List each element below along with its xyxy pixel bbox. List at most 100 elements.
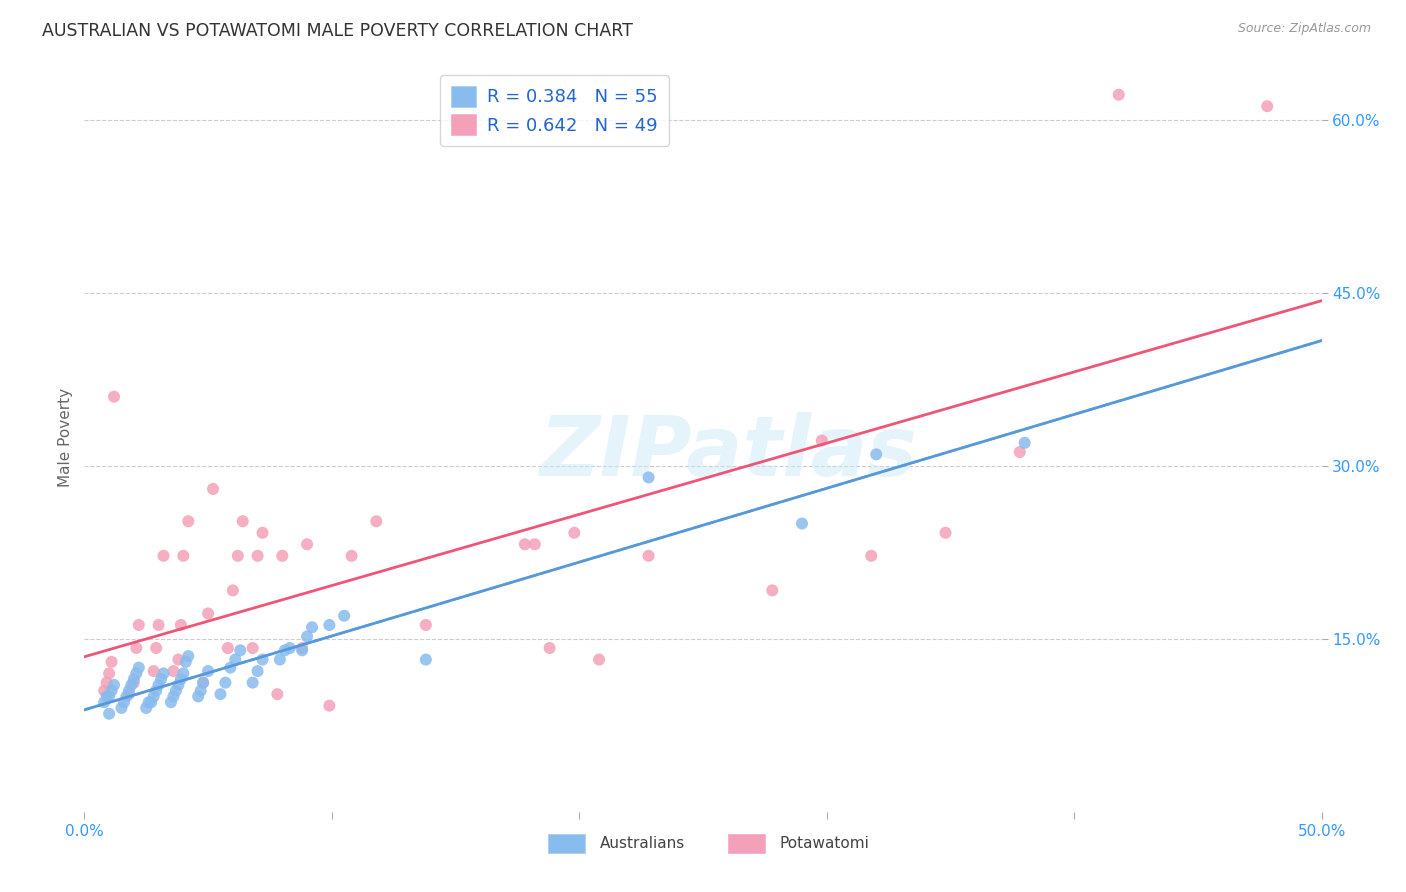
Point	[122, 672, 145, 686]
Point	[538, 640, 561, 655]
Point	[340, 549, 363, 563]
Point	[150, 672, 173, 686]
Point	[118, 687, 141, 701]
Point	[637, 549, 659, 563]
Point	[224, 652, 246, 666]
Legend: R = 0.384   N = 55, R = 0.642   N = 49: R = 0.384 N = 55, R = 0.642 N = 49	[440, 75, 669, 145]
FancyBboxPatch shape	[728, 834, 765, 853]
Point	[291, 643, 314, 657]
Point	[318, 698, 340, 713]
Point	[202, 482, 225, 496]
Point	[93, 683, 115, 698]
Point	[148, 678, 170, 692]
Point	[562, 525, 585, 540]
Text: ZIPatlas: ZIPatlas	[538, 411, 917, 492]
Point	[209, 687, 232, 701]
Point	[170, 618, 193, 632]
Y-axis label: Male Poverty: Male Poverty	[58, 387, 73, 487]
Point	[366, 514, 388, 528]
Point	[148, 618, 170, 632]
Point	[96, 675, 118, 690]
Point	[232, 514, 254, 528]
Point	[415, 618, 437, 632]
Point	[229, 643, 252, 657]
Point	[103, 390, 125, 404]
Point	[214, 675, 236, 690]
Point	[167, 652, 190, 666]
FancyBboxPatch shape	[548, 834, 585, 853]
Point	[197, 664, 219, 678]
Point	[860, 549, 883, 563]
Point	[222, 583, 245, 598]
Point	[115, 690, 138, 704]
Point	[295, 537, 318, 551]
Point	[142, 690, 165, 704]
Point	[138, 695, 160, 709]
Point	[266, 687, 288, 701]
Point	[637, 470, 659, 484]
Point	[172, 549, 194, 563]
Point	[226, 549, 249, 563]
Point	[865, 447, 887, 461]
Point	[93, 695, 115, 709]
Point	[128, 618, 150, 632]
Point	[252, 525, 274, 540]
Point	[588, 652, 610, 666]
Point	[523, 537, 546, 551]
Point	[291, 640, 314, 655]
Point	[197, 607, 219, 621]
Point	[278, 640, 301, 655]
Point	[191, 675, 214, 690]
Point	[1108, 87, 1130, 102]
Point	[790, 516, 813, 531]
Point	[217, 640, 239, 655]
Point	[295, 630, 318, 644]
Text: Source: ZipAtlas.com: Source: ZipAtlas.com	[1237, 22, 1371, 36]
Point	[118, 683, 141, 698]
Point	[1256, 99, 1278, 113]
Point	[301, 620, 323, 634]
Point	[98, 706, 121, 721]
Point	[167, 678, 190, 692]
Point	[165, 683, 187, 698]
Text: AUSTRALIAN VS POTAWATOMI MALE POVERTY CORRELATION CHART: AUSTRALIAN VS POTAWATOMI MALE POVERTY CO…	[42, 22, 633, 40]
Point	[934, 525, 956, 540]
Point	[125, 666, 148, 681]
Point	[246, 549, 269, 563]
Point	[135, 701, 157, 715]
Point	[100, 683, 122, 698]
Point	[103, 678, 125, 692]
Point	[271, 549, 294, 563]
Point	[191, 675, 214, 690]
Point	[177, 649, 200, 664]
Point	[810, 434, 832, 448]
Point	[128, 660, 150, 674]
Point	[187, 690, 209, 704]
Point	[170, 672, 193, 686]
Point	[96, 690, 118, 704]
Point	[145, 683, 167, 698]
Point	[242, 640, 264, 655]
Point	[761, 583, 783, 598]
Point	[98, 666, 121, 681]
Point	[152, 549, 174, 563]
Point	[162, 690, 184, 704]
Point	[98, 690, 121, 704]
Point	[152, 666, 174, 681]
Point	[190, 683, 212, 698]
Point	[110, 701, 132, 715]
Point	[246, 664, 269, 678]
Point	[142, 664, 165, 678]
Point	[1014, 435, 1036, 450]
Point	[252, 652, 274, 666]
Point	[1008, 445, 1031, 459]
Point	[219, 660, 242, 674]
Point	[177, 514, 200, 528]
Point	[318, 618, 340, 632]
Point	[100, 655, 122, 669]
Point	[141, 695, 163, 709]
Point	[415, 652, 437, 666]
Text: Potawatomi: Potawatomi	[780, 836, 869, 851]
Point	[333, 608, 356, 623]
Text: Australians: Australians	[600, 836, 686, 851]
